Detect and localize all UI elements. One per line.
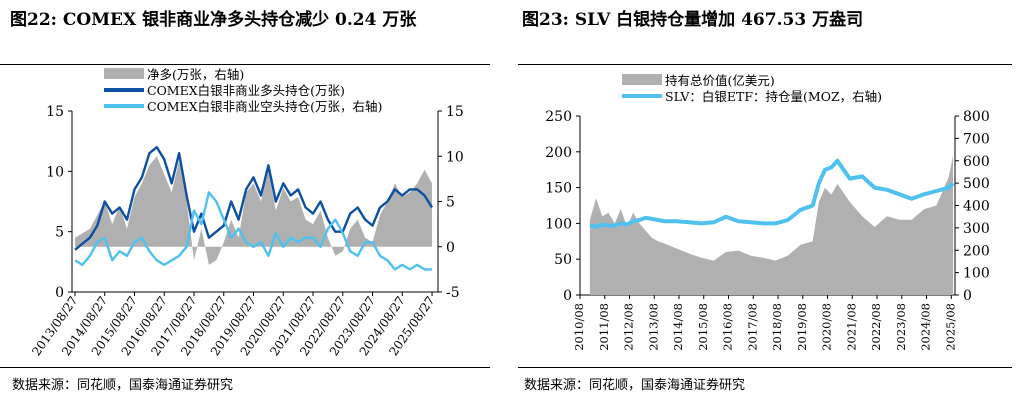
area-series-value bbox=[589, 155, 954, 295]
x-tick-label: 2011/08 bbox=[597, 303, 611, 351]
line-series-holdings bbox=[589, 158, 955, 229]
left-tick-label: 0 bbox=[563, 288, 572, 304]
x-tick-label: 2023/08 bbox=[894, 303, 908, 351]
x-tick-label: 2019/08 bbox=[795, 303, 809, 351]
legend-label-long: COMEX白银非商业多头持仓(万张) bbox=[147, 83, 345, 98]
x-tick-label: 2018/08 bbox=[770, 303, 784, 351]
right-tick-label: 400 bbox=[963, 199, 990, 215]
chart-panel-right: 图23: SLV 白银持仓量增加 467.53 万盎司 0 50 100 150 200… bbox=[518, 0, 1017, 401]
left-tick-label: 15 bbox=[46, 104, 64, 120]
chart-net-long-positions: 051015-50510152013/08/272014/08/272015/0… bbox=[29, 67, 464, 358]
right-tick-label: 0 bbox=[963, 288, 972, 304]
left-tick-label: 10 bbox=[46, 164, 64, 180]
x-tick-label: 2024/08 bbox=[919, 303, 933, 351]
x-tick-label: 2012/08 bbox=[622, 303, 636, 351]
legend-label-short: COMEX白银非商业空头持仓(万张，右轴) bbox=[147, 99, 382, 114]
right-tick-label: 600 bbox=[963, 154, 990, 170]
x-tick-label: 2014/08 bbox=[671, 303, 685, 351]
left-tick-label: 150 bbox=[545, 181, 572, 197]
right-tick-label: 15 bbox=[446, 104, 464, 120]
chart-panel-left: 图22: COMEX 银非商业净多头持仓减少 0.24 万张 0 5 10 15 -5 0… bbox=[0, 0, 500, 401]
x-tick-label: 2022/08 bbox=[869, 303, 883, 351]
left-tick-label: 0 bbox=[55, 285, 64, 301]
right-tick-label: 0 bbox=[446, 240, 455, 256]
left-tick-label: 250 bbox=[545, 109, 572, 125]
legend-label-holdings: SLV：白银ETF：持仓量(MOZ，右轴) bbox=[665, 89, 882, 104]
right-tick-label: -5 bbox=[446, 285, 460, 301]
x-tick-label: 2021/08 bbox=[844, 303, 858, 351]
left-tick-label: 200 bbox=[545, 145, 572, 161]
source-rule bbox=[0, 367, 490, 368]
chart-slv-holdings: 0 50 100 150 200 250 0 100 200 300 400 500 600 700 800… bbox=[545, 73, 990, 351]
title-rule bbox=[0, 64, 490, 65]
right-tick-label: 10 bbox=[446, 149, 464, 165]
source-rule bbox=[518, 367, 1012, 368]
x-tick-label: 2017/08 bbox=[745, 303, 759, 351]
source-note: 数据来源：同花顺，国泰海通证券研究 bbox=[524, 378, 746, 393]
right-tick-label: 200 bbox=[963, 243, 990, 259]
x-tick-label: 2016/08 bbox=[721, 303, 735, 351]
right-tick-label: 300 bbox=[963, 221, 990, 237]
x-tick-label: 2013/08 bbox=[646, 303, 660, 351]
chart-title: 图22: COMEX 银非商业净多头持仓减少 0.24 万张 bbox=[10, 10, 417, 30]
x-tick-label: 2020/08 bbox=[820, 303, 834, 351]
line-series-long bbox=[74, 146, 434, 251]
area-series-net bbox=[74, 156, 433, 265]
x-tick-label: 2025/08 bbox=[943, 303, 957, 351]
legend-swatch-value bbox=[622, 74, 662, 85]
left-tick-label: 5 bbox=[55, 225, 64, 241]
legend-swatch-net bbox=[104, 68, 144, 79]
legend-label-net: 净多(万张，右轴) bbox=[147, 67, 244, 82]
left-tick-label: 50 bbox=[554, 252, 572, 268]
title-rule bbox=[518, 64, 1012, 65]
x-tick-label: 2015/08 bbox=[696, 303, 710, 351]
legend-label-value: 持有总价值(亿美元) bbox=[665, 73, 775, 88]
right-tick-label: 700 bbox=[963, 131, 990, 147]
left-tick-label: 100 bbox=[545, 216, 572, 232]
right-tick-label: 100 bbox=[963, 266, 990, 282]
source-note: 数据来源：同花顺，国泰海通证券研究 bbox=[12, 378, 234, 393]
x-tick-label: 2010/08 bbox=[572, 303, 586, 351]
chart-title: 图23: SLV 白银持仓量增加 467.53 万盎司 bbox=[522, 10, 864, 30]
right-tick-label: 800 bbox=[963, 109, 990, 125]
right-tick-label: 500 bbox=[963, 176, 990, 192]
right-tick-label: 5 bbox=[446, 195, 455, 211]
line-series-short bbox=[74, 191, 432, 271]
